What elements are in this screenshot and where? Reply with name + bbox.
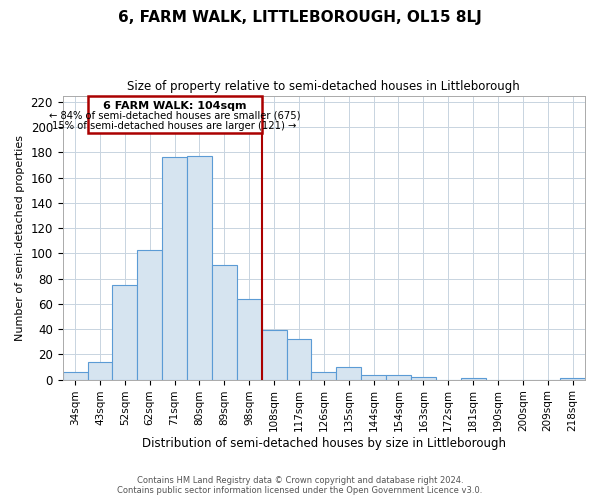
Bar <box>560 378 585 380</box>
Text: Contains HM Land Registry data © Crown copyright and database right 2024.
Contai: Contains HM Land Registry data © Crown c… <box>118 476 482 495</box>
Bar <box>361 374 386 380</box>
Title: Size of property relative to semi-detached houses in Littleborough: Size of property relative to semi-detach… <box>127 80 520 93</box>
Bar <box>88 362 112 380</box>
Text: ← 84% of semi-detached houses are smaller (675): ← 84% of semi-detached houses are smalle… <box>49 110 301 120</box>
Bar <box>287 339 311 380</box>
Bar <box>237 299 262 380</box>
Bar <box>137 250 162 380</box>
Bar <box>336 367 361 380</box>
Bar <box>162 158 187 380</box>
Bar <box>212 264 237 380</box>
Bar <box>112 285 137 380</box>
Text: 15% of semi-detached houses are larger (121) →: 15% of semi-detached houses are larger (… <box>52 121 297 131</box>
FancyBboxPatch shape <box>88 96 262 134</box>
Bar <box>411 377 436 380</box>
Bar <box>461 378 485 380</box>
Bar <box>187 156 212 380</box>
Bar <box>262 330 287 380</box>
X-axis label: Distribution of semi-detached houses by size in Littleborough: Distribution of semi-detached houses by … <box>142 437 506 450</box>
Bar <box>386 374 411 380</box>
Text: 6, FARM WALK, LITTLEBOROUGH, OL15 8LJ: 6, FARM WALK, LITTLEBOROUGH, OL15 8LJ <box>118 10 482 25</box>
Bar <box>311 372 336 380</box>
Bar <box>62 372 88 380</box>
Text: 6 FARM WALK: 104sqm: 6 FARM WALK: 104sqm <box>103 100 247 110</box>
Y-axis label: Number of semi-detached properties: Number of semi-detached properties <box>15 134 25 340</box>
